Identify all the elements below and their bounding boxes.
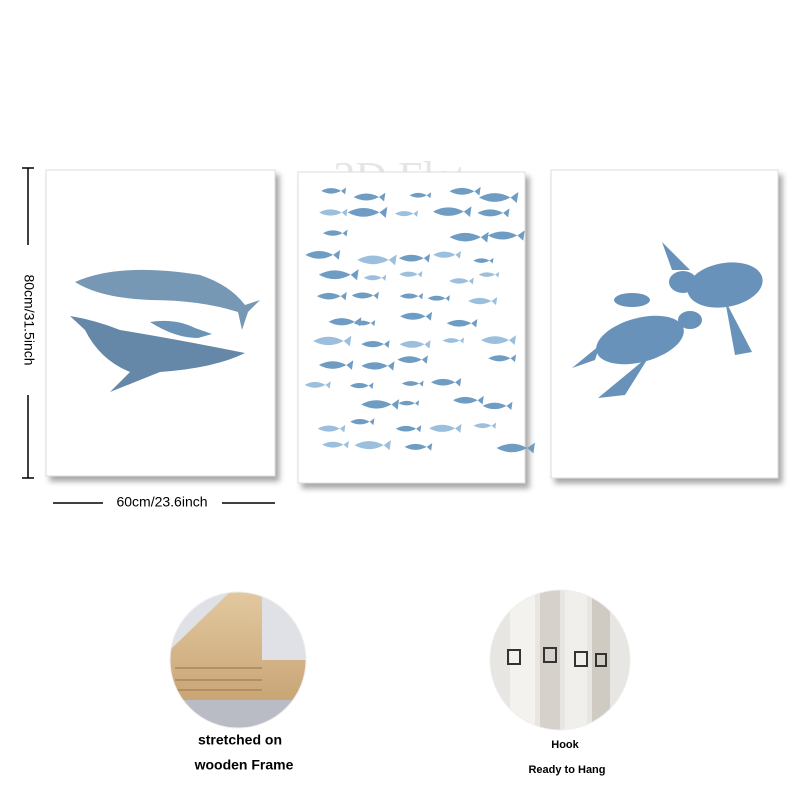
- fish: [429, 423, 462, 433]
- fish: [363, 274, 387, 281]
- fish: [361, 399, 400, 410]
- fish: [473, 257, 494, 264]
- fish: [409, 192, 432, 199]
- fish: [399, 292, 424, 300]
- hook-photo-border: [489, 589, 631, 731]
- fish: [488, 354, 517, 363]
- fish: [442, 337, 465, 344]
- fish: [397, 355, 428, 364]
- fish: [479, 191, 519, 204]
- hook-photo: [490, 590, 630, 730]
- fish: [353, 320, 376, 327]
- height-dimension: [22, 167, 34, 479]
- fish: [323, 229, 348, 237]
- fish: [431, 377, 462, 387]
- fish: [316, 291, 347, 301]
- fish: [398, 400, 420, 407]
- fish: [449, 186, 481, 196]
- fish: [449, 277, 474, 285]
- fish: [318, 360, 354, 370]
- fish: [395, 425, 422, 433]
- fish: [319, 208, 348, 217]
- feature-caption: Hook: [551, 739, 579, 751]
- frame-photo: [170, 592, 306, 728]
- fish: [427, 295, 450, 302]
- frame-photo-border: [169, 591, 307, 729]
- fish: [361, 340, 390, 349]
- fish: [350, 418, 375, 426]
- fish: [399, 339, 431, 349]
- fish: [351, 291, 379, 300]
- canvas-panel: [297, 171, 526, 484]
- fish: [357, 254, 397, 266]
- fish: [313, 335, 352, 347]
- feature-caption: stretched on: [198, 732, 282, 748]
- fish: [478, 271, 500, 278]
- whale-artwork: [70, 269, 260, 392]
- fish-artwork: [304, 186, 535, 454]
- fish: [482, 401, 513, 411]
- turtle-artwork: [572, 242, 763, 398]
- fish: [487, 230, 525, 241]
- fish: [354, 440, 391, 451]
- fish: [453, 395, 484, 405]
- height-label: 80cm/31.5inch: [21, 274, 37, 365]
- fish: [401, 380, 424, 387]
- fish: [400, 311, 433, 321]
- fish: [361, 361, 395, 371]
- fish: [304, 381, 331, 389]
- fish: [433, 250, 462, 259]
- fish: [317, 424, 346, 433]
- fish: [347, 206, 388, 218]
- fish: [496, 442, 535, 454]
- fish: [481, 335, 517, 346]
- fish: [318, 269, 359, 281]
- fish: [322, 440, 349, 449]
- fish: [449, 231, 489, 243]
- fish: [473, 422, 497, 429]
- fish: [468, 296, 498, 306]
- fish: [446, 318, 478, 328]
- fish: [328, 317, 362, 327]
- fish: [433, 206, 472, 218]
- width-label: 60cm/23.6inch: [116, 494, 207, 510]
- feature-caption: Ready to Hang: [528, 764, 605, 776]
- fish: [477, 208, 510, 218]
- feature-caption: wooden Frame: [194, 757, 294, 773]
- fish: [305, 250, 341, 260]
- fish: [404, 443, 433, 451]
- fish: [321, 187, 347, 195]
- fish: [353, 192, 386, 202]
- fish: [394, 210, 419, 217]
- fish: [399, 270, 423, 278]
- fish: [349, 382, 374, 389]
- fish: [398, 253, 431, 263]
